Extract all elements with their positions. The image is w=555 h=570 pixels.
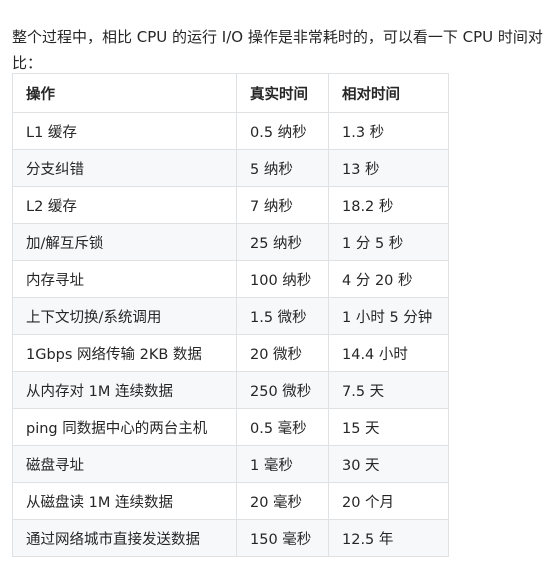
cell-relative-time: 1 小时 5 分钟	[328, 297, 449, 335]
table-row: 从内存对 1M 连续数据 250 微秒 7.5 天	[12, 371, 449, 409]
cell-operation: 内存寻址	[12, 260, 237, 298]
cell-relative-time: 4 分 20 秒	[328, 260, 449, 298]
cell-operation: 分支纠错	[12, 149, 237, 187]
cell-real-time: 0.5 毫秒	[236, 408, 329, 446]
cell-real-time: 25 纳秒	[236, 223, 329, 261]
cell-relative-time: 1.3 秒	[328, 112, 449, 150]
table-row: 通过网络城市直接发送数据 150 毫秒 12.5 年	[12, 519, 449, 557]
cell-real-time: 20 微秒	[236, 334, 329, 372]
cell-real-time: 150 毫秒	[236, 519, 329, 557]
header-operation: 操作	[12, 73, 237, 113]
cell-relative-time: 1 分 5 秒	[328, 223, 449, 261]
cell-relative-time: 12.5 年	[328, 519, 449, 557]
intro-paragraph: 整个过程中，相比 CPU 的运行 I/O 操作是非常耗时的，可以看一下 CPU …	[12, 28, 543, 72]
table-row: 1Gbps 网络传输 2KB 数据 20 微秒 14.4 小时	[12, 334, 449, 372]
cell-real-time: 0.5 纳秒	[236, 112, 329, 150]
cell-operation: 加/解互斥锁	[12, 223, 237, 261]
table-row: 加/解互斥锁 25 纳秒 1 分 5 秒	[12, 223, 449, 261]
cell-operation: L1 缓存	[12, 112, 237, 150]
cell-operation: 磁盘寻址	[12, 445, 237, 483]
cell-operation: 从磁盘读 1M 连续数据	[12, 482, 237, 520]
cell-relative-time: 20 个月	[328, 482, 449, 520]
cell-real-time: 20 毫秒	[236, 482, 329, 520]
cell-operation: 上下文切换/系统调用	[12, 297, 237, 335]
cell-real-time: 100 纳秒	[236, 260, 329, 298]
table-row: 上下文切换/系统调用 1.5 微秒 1 小时 5 分钟	[12, 297, 449, 335]
cell-operation: 通过网络城市直接发送数据	[12, 519, 237, 557]
cell-real-time: 7 纳秒	[236, 186, 329, 224]
table-row: 分支纠错 5 纳秒 13 秒	[12, 149, 449, 187]
cell-real-time: 5 纳秒	[236, 149, 329, 187]
table-row: L2 缓存 7 纳秒 18.2 秒	[12, 186, 449, 224]
cell-relative-time: 7.5 天	[328, 371, 449, 409]
cell-relative-time: 30 天	[328, 445, 449, 483]
table-row: 内存寻址 100 纳秒 4 分 20 秒	[12, 260, 449, 298]
table-row: 从磁盘读 1M 连续数据 20 毫秒 20 个月	[12, 482, 449, 520]
cell-relative-time: 13 秒	[328, 149, 449, 187]
header-real-time: 真实时间	[236, 73, 329, 113]
cell-relative-time: 14.4 小时	[328, 334, 449, 372]
cell-relative-time: 18.2 秒	[328, 186, 449, 224]
table-row: ping 同数据中心的两台主机 0.5 毫秒 15 天	[12, 408, 449, 446]
cell-operation: 从内存对 1M 连续数据	[12, 371, 237, 409]
header-relative-time: 相对时间	[328, 73, 449, 113]
table-row: 磁盘寻址 1 毫秒 30 天	[12, 445, 449, 483]
cell-operation: ping 同数据中心的两台主机	[12, 408, 237, 446]
latency-comparison-table: 操作 真实时间 相对时间 L1 缓存 0.5 纳秒 1.3 秒 分支纠错 5 纳…	[12, 73, 449, 557]
cell-real-time: 1.5 微秒	[236, 297, 329, 335]
cell-relative-time: 15 天	[328, 408, 449, 446]
table-row: L1 缓存 0.5 纳秒 1.3 秒	[12, 112, 449, 150]
cell-real-time: 1 毫秒	[236, 445, 329, 483]
cell-operation: 1Gbps 网络传输 2KB 数据	[12, 334, 237, 372]
table-header-row: 操作 真实时间 相对时间	[12, 73, 449, 113]
cell-real-time: 250 微秒	[236, 371, 329, 409]
cell-operation: L2 缓存	[12, 186, 237, 224]
